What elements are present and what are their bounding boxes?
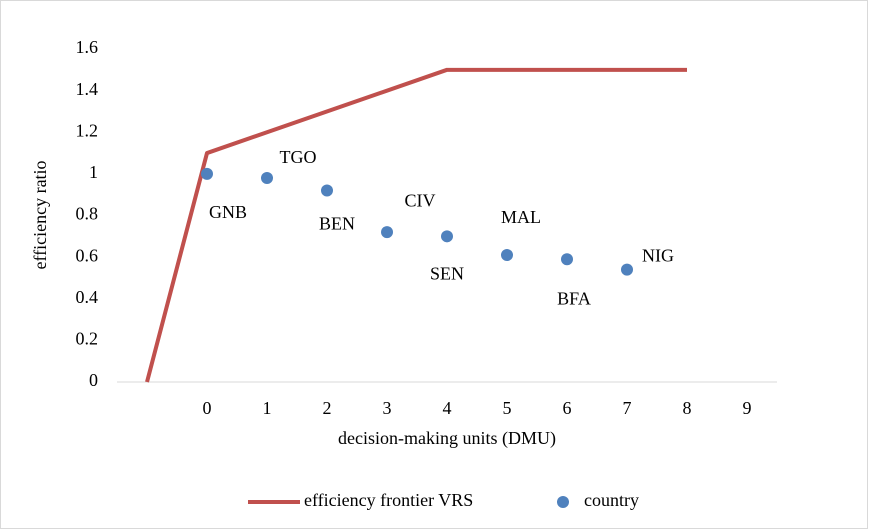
y-tick-label: 1.2 xyxy=(76,120,99,140)
point-label: BFA xyxy=(557,288,591,308)
point-label: MAL xyxy=(501,207,541,227)
x-tick-label: 5 xyxy=(503,398,512,418)
x-tick-label: 9 xyxy=(743,398,752,418)
point-label: GNB xyxy=(209,202,247,222)
y-tick-label: 1.6 xyxy=(76,37,99,57)
x-axis-title: decision-making units (DMU) xyxy=(338,428,556,449)
y-axis-title: efficiency ratio xyxy=(30,160,50,269)
frontier-line xyxy=(145,67,687,383)
x-tick-label: 7 xyxy=(623,398,632,418)
x-tick-label: 1 xyxy=(263,398,272,418)
y-tick-label: 0.4 xyxy=(76,287,99,307)
legend-label: efficiency frontier VRS xyxy=(304,490,473,510)
point xyxy=(201,167,213,180)
point xyxy=(441,230,453,243)
point xyxy=(561,253,573,266)
point-label: TGO xyxy=(280,147,317,167)
y-tick-label: 0.8 xyxy=(76,204,99,224)
point-label: SEN xyxy=(430,263,464,283)
x-tick-label: 4 xyxy=(443,398,452,418)
point-label: BEN xyxy=(319,214,355,234)
legend-label: country xyxy=(584,490,639,510)
y-tick-label: 0.2 xyxy=(76,329,99,349)
point xyxy=(381,226,393,239)
x-tick-label: 3 xyxy=(383,398,392,418)
y-tick-label: 0.6 xyxy=(76,245,99,265)
point xyxy=(261,172,273,185)
x-tick-label: 8 xyxy=(683,398,692,418)
point xyxy=(321,184,333,197)
point xyxy=(621,263,633,276)
x-tick-label: 2 xyxy=(323,398,332,418)
y-tick-label: 1.4 xyxy=(76,79,99,99)
point xyxy=(501,249,513,262)
y-tick-label: 1 xyxy=(89,162,98,182)
x-tick-label: 6 xyxy=(563,398,572,418)
legend-swatch xyxy=(557,496,569,508)
x-tick-label: 0 xyxy=(203,398,212,418)
point-label: NIG xyxy=(642,246,674,266)
point-label: CIV xyxy=(405,190,436,210)
y-tick-label: 0 xyxy=(89,370,98,390)
